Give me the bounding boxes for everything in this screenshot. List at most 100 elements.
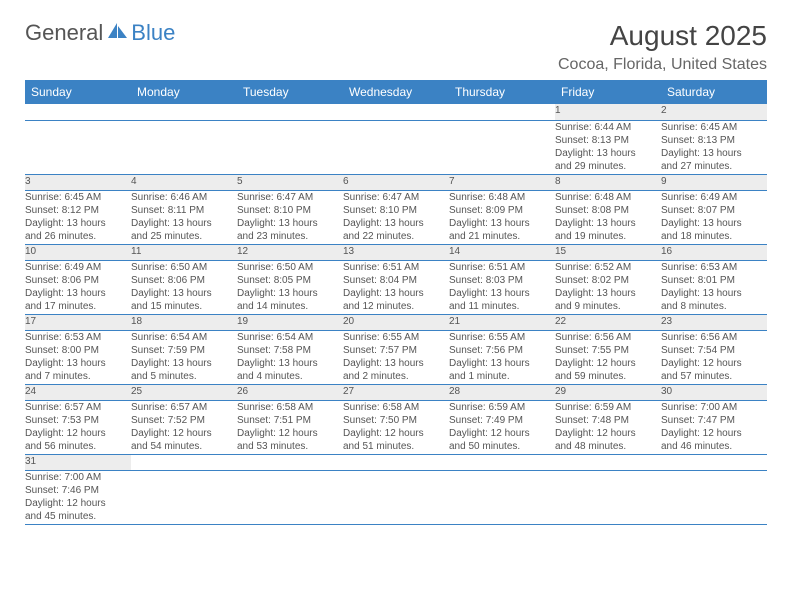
day-number-cell	[131, 454, 237, 470]
day-line: Sunrise: 6:56 AM	[555, 331, 661, 344]
day-line: and 48 minutes.	[555, 440, 661, 453]
calendar-table: SundayMondayTuesdayWednesdayThursdayFrid…	[25, 80, 767, 525]
day-number-cell: 23	[661, 314, 767, 330]
day-number-cell	[449, 104, 555, 120]
day-line: Sunset: 7:50 PM	[343, 414, 449, 427]
day-line: Daylight: 13 hours	[25, 357, 131, 370]
day-line: and 1 minute.	[449, 370, 555, 383]
day-header: Tuesday	[237, 80, 343, 104]
day-line: Sunrise: 6:47 AM	[237, 191, 343, 204]
day-number-cell: 10	[25, 244, 131, 260]
day-line: Sunrise: 6:59 AM	[449, 401, 555, 414]
day-number-cell: 27	[343, 384, 449, 400]
day-line: Sunrise: 6:49 AM	[661, 191, 767, 204]
day-content-cell	[661, 470, 767, 524]
day-number-cell: 22	[555, 314, 661, 330]
day-line: and 4 minutes.	[237, 370, 343, 383]
day-number-cell: 28	[449, 384, 555, 400]
title-block: August 2025 Cocoa, Florida, United State…	[558, 20, 767, 74]
day-line: Sunrise: 6:45 AM	[661, 121, 767, 134]
day-line: Sunrise: 6:50 AM	[131, 261, 237, 274]
day-line: Daylight: 12 hours	[25, 497, 131, 510]
day-line: Daylight: 13 hours	[449, 287, 555, 300]
day-line: Sunrise: 6:57 AM	[131, 401, 237, 414]
day-number-cell: 6	[343, 174, 449, 190]
day-line: Daylight: 13 hours	[555, 287, 661, 300]
day-content-cell: Sunrise: 6:54 AMSunset: 7:59 PMDaylight:…	[131, 330, 237, 384]
day-content-cell: Sunrise: 6:53 AMSunset: 8:00 PMDaylight:…	[25, 330, 131, 384]
day-line: and 5 minutes.	[131, 370, 237, 383]
day-line: Sunset: 7:58 PM	[237, 344, 343, 357]
day-line: Daylight: 13 hours	[449, 217, 555, 230]
calendar-body: 12Sunrise: 6:44 AMSunset: 8:13 PMDayligh…	[25, 104, 767, 524]
day-number-cell: 3	[25, 174, 131, 190]
day-content-cell	[343, 470, 449, 524]
day-number-cell	[343, 454, 449, 470]
day-line: and 23 minutes.	[237, 230, 343, 243]
day-line: Sunset: 7:54 PM	[661, 344, 767, 357]
day-header: Thursday	[449, 80, 555, 104]
day-number-cell: 29	[555, 384, 661, 400]
day-line: Sunrise: 6:58 AM	[343, 401, 449, 414]
day-line: Sunset: 8:04 PM	[343, 274, 449, 287]
day-line: and 2 minutes.	[343, 370, 449, 383]
day-line: and 56 minutes.	[25, 440, 131, 453]
day-line: Sunrise: 6:48 AM	[555, 191, 661, 204]
day-number-cell	[343, 104, 449, 120]
day-line: Sunrise: 6:57 AM	[25, 401, 131, 414]
day-line: Sunrise: 6:53 AM	[661, 261, 767, 274]
day-number-cell: 31	[25, 454, 131, 470]
day-line: Daylight: 13 hours	[343, 287, 449, 300]
day-content-cell: Sunrise: 6:45 AMSunset: 8:13 PMDaylight:…	[661, 120, 767, 174]
day-line: Daylight: 12 hours	[661, 357, 767, 370]
day-line: Daylight: 13 hours	[555, 147, 661, 160]
day-number-cell	[237, 454, 343, 470]
day-line: Daylight: 13 hours	[661, 217, 767, 230]
day-line: Daylight: 13 hours	[237, 357, 343, 370]
day-line: and 14 minutes.	[237, 300, 343, 313]
day-number-cell: 1	[555, 104, 661, 120]
day-line: Sunset: 8:12 PM	[25, 204, 131, 217]
day-content-cell	[449, 120, 555, 174]
day-line: Sunrise: 6:48 AM	[449, 191, 555, 204]
day-line: and 15 minutes.	[131, 300, 237, 313]
day-number-cell: 18	[131, 314, 237, 330]
day-number-cell: 30	[661, 384, 767, 400]
day-content-cell: Sunrise: 6:55 AMSunset: 7:57 PMDaylight:…	[343, 330, 449, 384]
day-line: Sunset: 7:48 PM	[555, 414, 661, 427]
day-line: Sunrise: 6:52 AM	[555, 261, 661, 274]
day-line: Sunrise: 6:51 AM	[343, 261, 449, 274]
day-line: Sunrise: 6:54 AM	[237, 331, 343, 344]
day-line: and 22 minutes.	[343, 230, 449, 243]
day-line: Sunrise: 6:46 AM	[131, 191, 237, 204]
day-header: Sunday	[25, 80, 131, 104]
day-line: Sunset: 8:00 PM	[25, 344, 131, 357]
day-line: Sunrise: 7:00 AM	[25, 471, 131, 484]
day-content-cell: Sunrise: 6:47 AMSunset: 8:10 PMDaylight:…	[343, 190, 449, 244]
day-line: Daylight: 13 hours	[661, 147, 767, 160]
day-content-cell: Sunrise: 6:58 AMSunset: 7:50 PMDaylight:…	[343, 400, 449, 454]
day-number-cell: 5	[237, 174, 343, 190]
day-number-cell: 2	[661, 104, 767, 120]
day-content-cell	[343, 120, 449, 174]
day-content-cell: Sunrise: 6:49 AMSunset: 8:06 PMDaylight:…	[25, 260, 131, 314]
day-content-cell: Sunrise: 7:00 AMSunset: 7:47 PMDaylight:…	[661, 400, 767, 454]
day-line: Sunrise: 7:00 AM	[661, 401, 767, 414]
day-line: Sunrise: 6:44 AM	[555, 121, 661, 134]
header: General Blue August 2025 Cocoa, Florida,…	[25, 20, 767, 74]
day-content-cell: Sunrise: 6:54 AMSunset: 7:58 PMDaylight:…	[237, 330, 343, 384]
day-number-cell	[25, 104, 131, 120]
day-line: and 51 minutes.	[343, 440, 449, 453]
day-line: Sunset: 7:56 PM	[449, 344, 555, 357]
logo-part2: Blue	[131, 20, 175, 46]
day-line: Sunset: 8:09 PM	[449, 204, 555, 217]
day-number-cell: 21	[449, 314, 555, 330]
day-line: Sunset: 7:49 PM	[449, 414, 555, 427]
page-title: August 2025	[558, 20, 767, 52]
day-line: Daylight: 13 hours	[555, 217, 661, 230]
day-header: Saturday	[661, 80, 767, 104]
day-line: and 50 minutes.	[449, 440, 555, 453]
day-content-cell: Sunrise: 6:50 AMSunset: 8:06 PMDaylight:…	[131, 260, 237, 314]
day-content-cell: Sunrise: 6:51 AMSunset: 8:03 PMDaylight:…	[449, 260, 555, 314]
day-content-cell: Sunrise: 6:56 AMSunset: 7:55 PMDaylight:…	[555, 330, 661, 384]
